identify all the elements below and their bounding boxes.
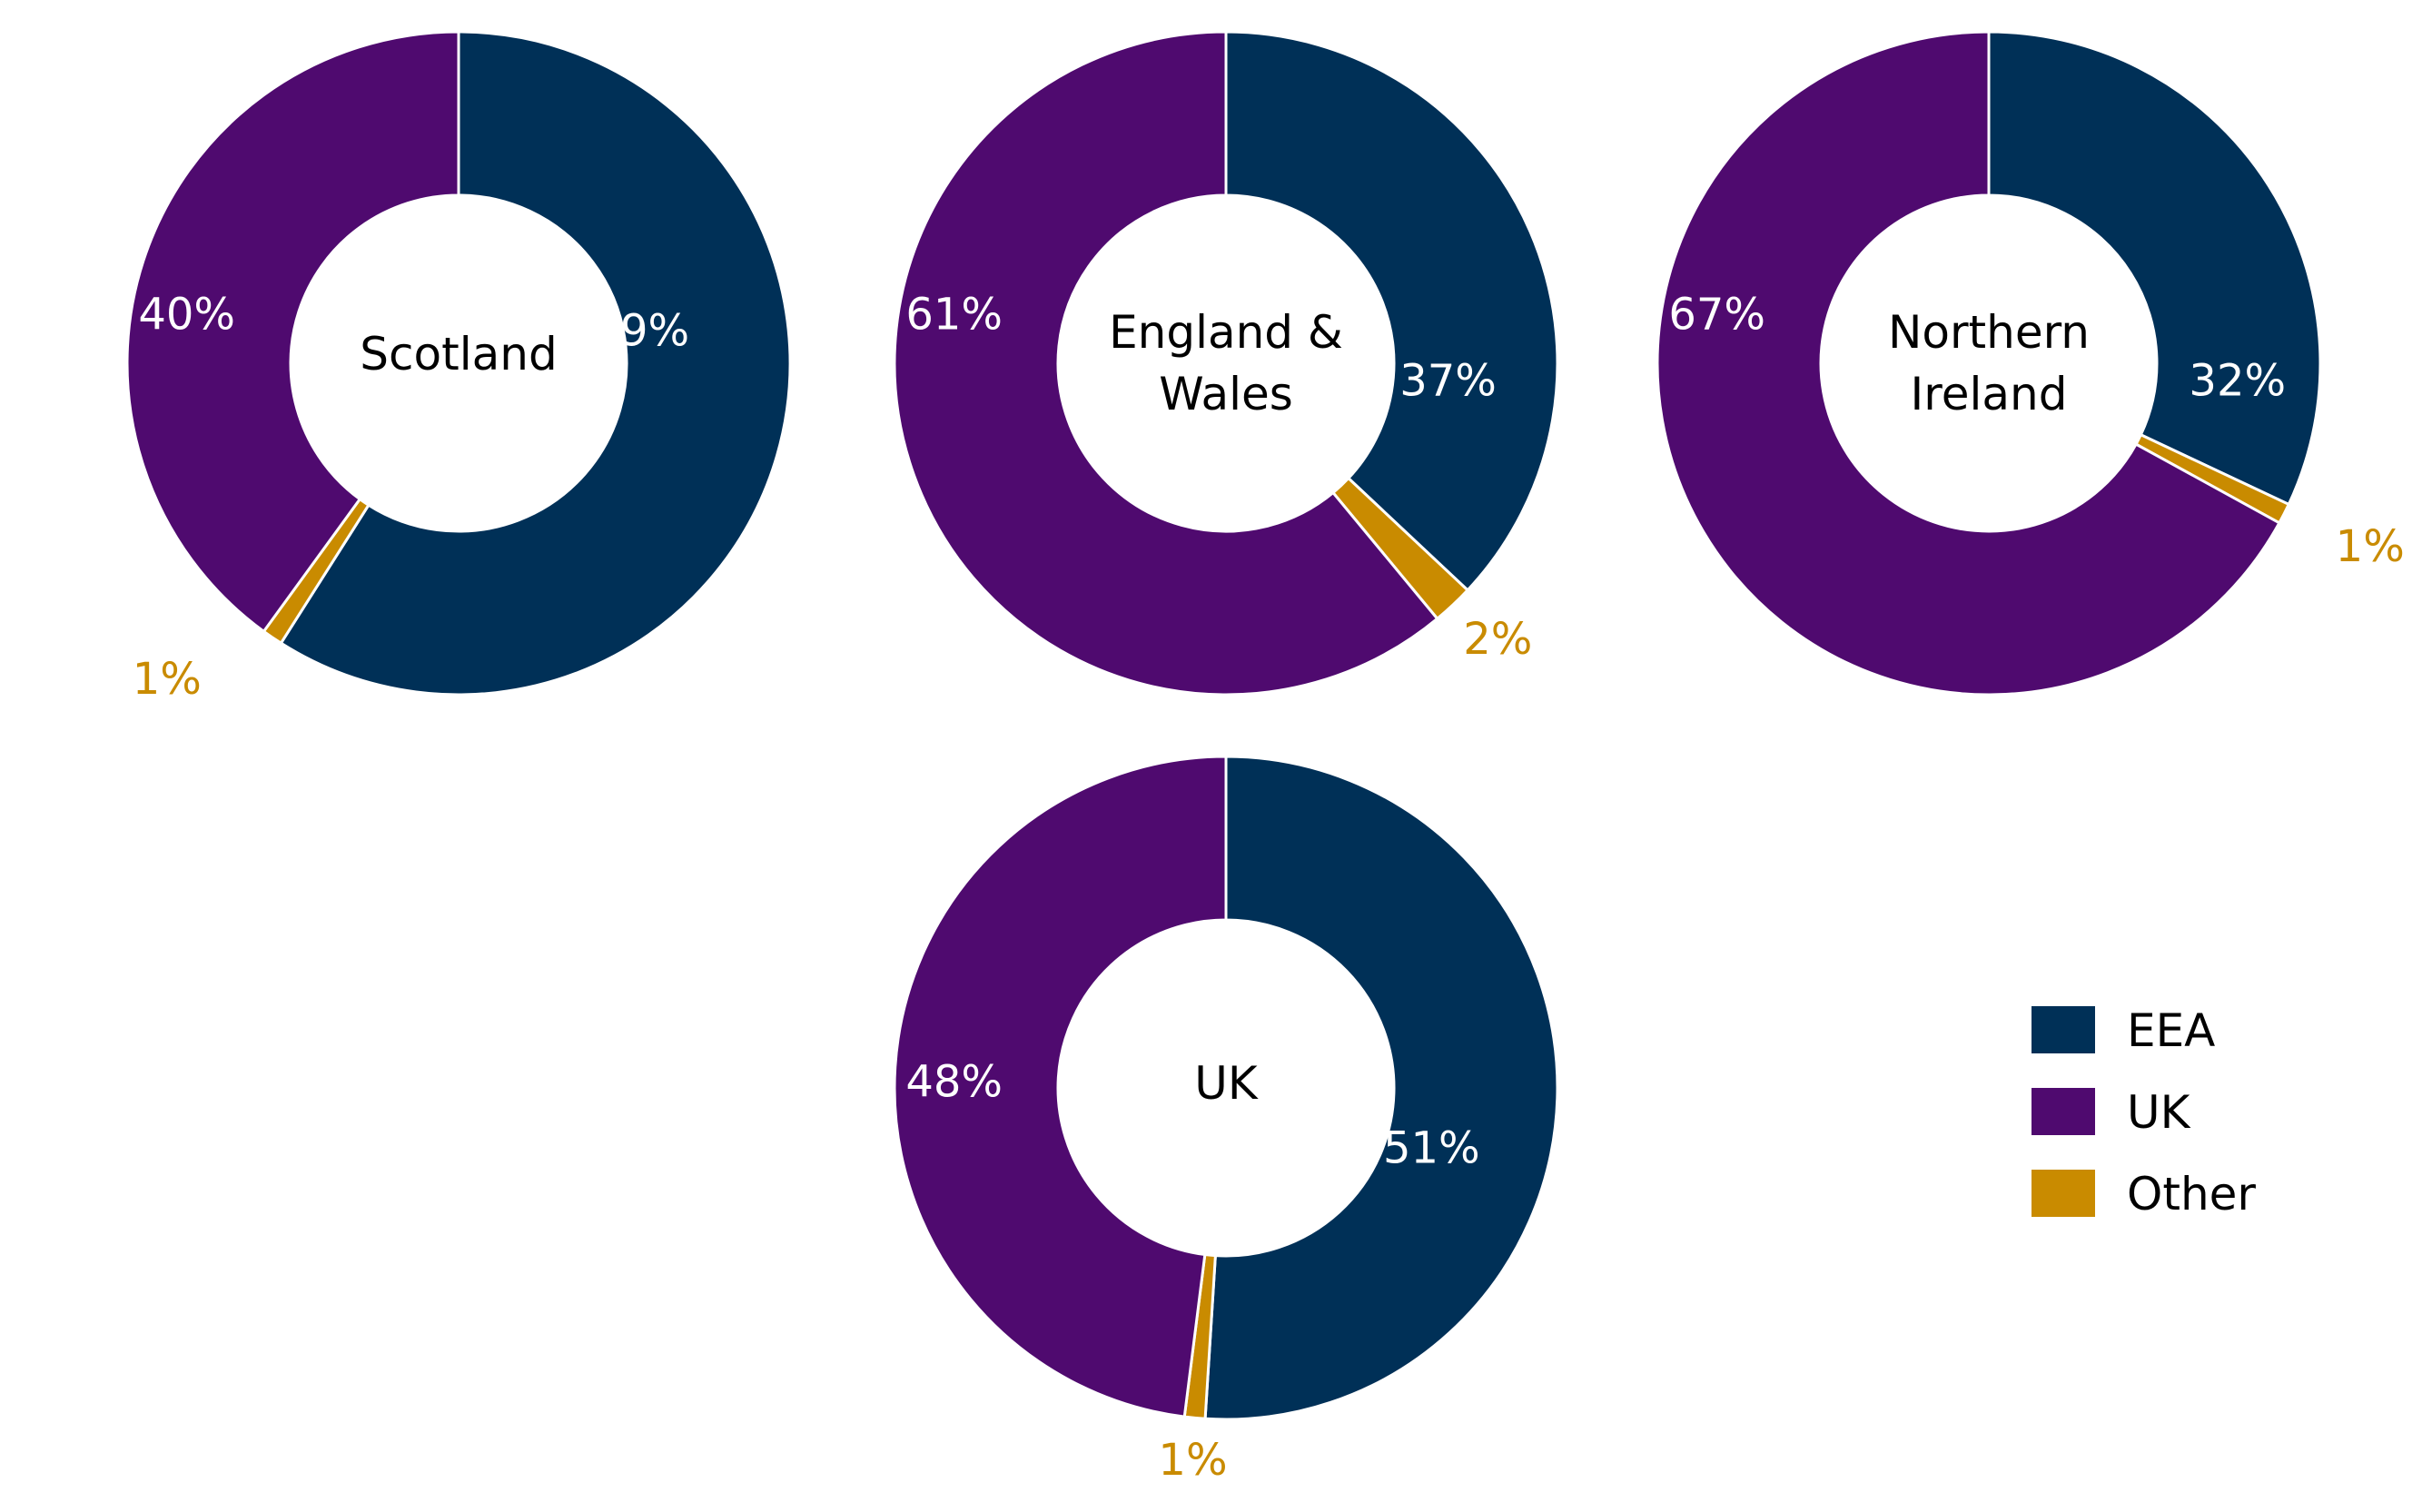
legend-swatch-other <box>2032 1170 2095 1217</box>
chart-center-title: Scotland <box>360 328 557 380</box>
slice-eea <box>1987 30 2322 507</box>
chart-center-title: UK <box>1194 1057 1259 1110</box>
data-label-uk: 67% <box>1668 289 1765 340</box>
slice-uk <box>1656 30 2281 697</box>
chart-center-title: Northern <box>1888 306 2090 359</box>
legend-label-eea: EEA <box>2127 1004 2215 1057</box>
data-label-other: 2% <box>1463 614 1532 665</box>
data-label-other: 1% <box>1158 1435 1227 1486</box>
legend-swatch-eea <box>2032 1006 2095 1053</box>
data-label-eea: 37% <box>1399 355 1497 406</box>
slice-uk <box>893 755 1228 1418</box>
chart-center-title: England & <box>1109 306 1343 359</box>
legend-swatch-uk <box>2032 1088 2095 1135</box>
data-label-uk: 61% <box>905 289 1003 340</box>
donut-chart-0: Scotland 59% 1% 40% <box>125 30 792 705</box>
data-label-other: 1% <box>2336 521 2405 572</box>
slice-uk <box>893 30 1439 697</box>
data-label-uk: 48% <box>905 1057 1003 1108</box>
donut-chart-2: Northern Ireland 32% 1% 67% <box>1656 30 2405 697</box>
data-label-eea: 51% <box>1383 1123 1480 1174</box>
data-label-eea: 32% <box>2189 355 2286 406</box>
slice-uk <box>125 30 460 634</box>
chart-center-title: Wales <box>1159 368 1293 420</box>
data-label-eea: 59% <box>592 306 689 357</box>
data-label-other: 1% <box>133 654 202 705</box>
chart-center-title: Ireland <box>1911 368 2068 420</box>
slice-eea <box>279 30 792 697</box>
legend-label-uk: UK <box>2127 1086 2191 1139</box>
legend-label-other: Other <box>2127 1168 2256 1220</box>
data-label-uk: 40% <box>138 289 235 340</box>
slice-eea <box>1203 755 1559 1421</box>
slice-eea <box>1224 30 1559 592</box>
donut-chart-1: England & Wales 37% 2% 61% <box>893 30 1559 697</box>
donut-chart-3: UK 51% 1% 48% <box>893 755 1559 1486</box>
legend: EEA UK Other <box>2032 1004 2256 1220</box>
